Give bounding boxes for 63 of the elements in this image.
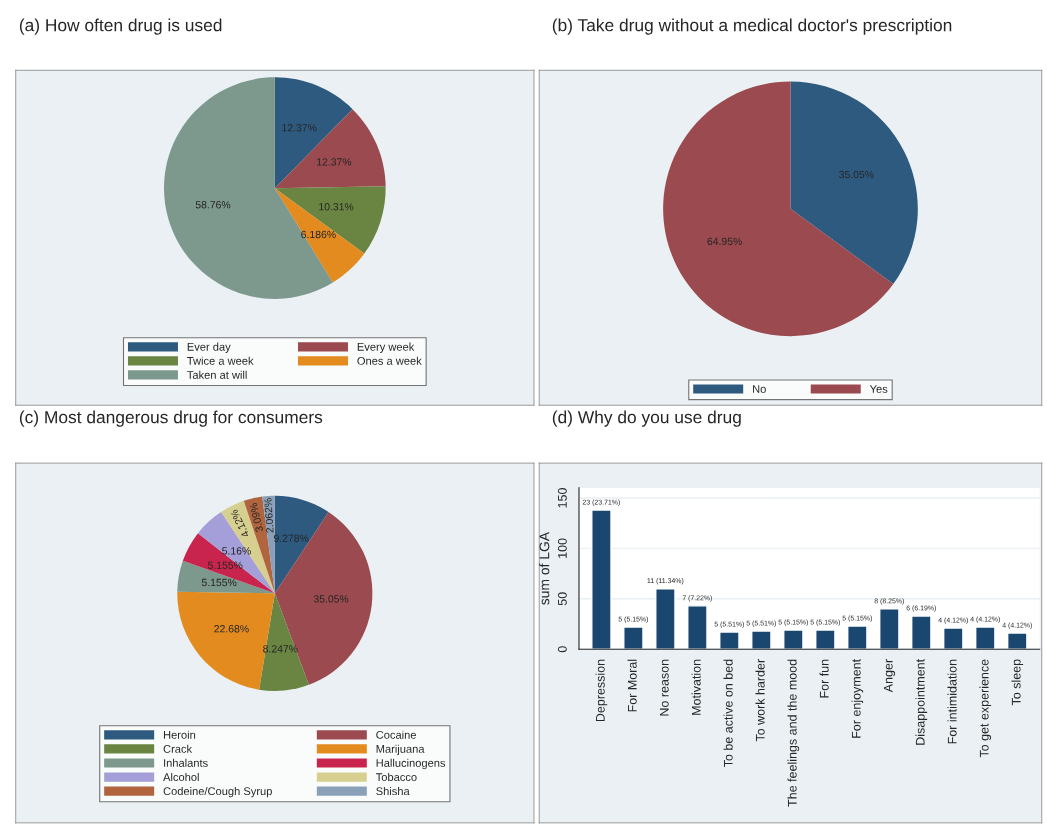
pie-slice	[274, 188, 365, 283]
legend-label: Ones a week	[357, 356, 422, 365]
pie-slice	[262, 495, 275, 594]
x-tick-label: The feelings and the mood	[787, 659, 800, 807]
pie-slice	[259, 593, 309, 691]
pie-slice	[663, 81, 894, 337]
legend-label: Crack	[163, 744, 193, 753]
data-label: 12.37%	[317, 158, 352, 166]
data-label: 4.12%	[230, 509, 250, 539]
x-tick-label: Depression	[595, 659, 608, 722]
x-tick-label: For intimidation	[947, 659, 957, 744]
x-tick-label: To work harder	[755, 659, 765, 742]
data-label: 5.16%	[222, 547, 251, 555]
x-tick-label: For fun	[819, 659, 829, 698]
legend-label: Shisha	[376, 786, 410, 796]
y-tick-label: 50	[557, 592, 567, 606]
y-axis-title: sum of LGA	[539, 531, 550, 605]
x-tick-label: For Moral	[627, 659, 637, 712]
pie-slice	[274, 186, 386, 254]
legend-label: Hallucinogens	[376, 758, 446, 770]
y-tick-label: 150	[557, 488, 567, 508]
x-tick-label: Anger	[883, 659, 896, 693]
legend-label: Yes	[869, 385, 888, 393]
chart-title: (b) Take drug without a medical doctor's prescription	[552, 18, 952, 35]
data-label: 5.155%	[201, 578, 237, 587]
legend-label: Alcohol	[163, 772, 199, 782]
pie-slice	[790, 81, 918, 284]
chart-title: (c) Most dangerous drug for consumers	[19, 410, 323, 427]
data-label: 35.05%	[313, 595, 349, 603]
x-tick-label: For enjoyment	[851, 659, 864, 738]
legend-label: Inhalants	[164, 758, 208, 767]
data-label: 35.05%	[839, 170, 874, 179]
x-tick-label: No reason	[660, 659, 669, 716]
legend-label: Every week	[357, 342, 415, 353]
data-label: 58.76%	[195, 201, 231, 209]
x-tick-label: To be active on bed	[723, 659, 733, 768]
y-tick-label: 100	[557, 538, 567, 558]
legend-label: Marijuana	[376, 744, 425, 756]
x-tick-label: Motivation	[691, 659, 701, 715]
pie-slice	[274, 77, 353, 189]
legend-label: Ever day	[187, 342, 231, 353]
data-label: 10.31%	[319, 203, 354, 211]
pie-slice	[177, 560, 275, 594]
data-label: 2.062%	[264, 498, 274, 533]
x-tick-label: To get experience	[979, 659, 992, 758]
data-label: 12.37%	[282, 124, 317, 132]
legend-label: Tobacco	[375, 772, 417, 782]
x-tick-label: Disappointment	[915, 659, 928, 745]
x-tick-label: To sleep	[1011, 659, 1024, 706]
pie-slice	[274, 495, 329, 594]
legend-label: No	[753, 385, 766, 393]
legend-label: Codeine/Cough Syrup	[163, 786, 272, 798]
y-tick-label: 0	[557, 646, 567, 653]
data-label: 22.68%	[214, 625, 249, 633]
chart-title: (d) Why do you use drug	[552, 410, 741, 427]
legend-label: Taken at will	[187, 370, 247, 379]
legend-label: Heroin	[163, 730, 196, 739]
data-label: 64.95%	[707, 237, 742, 246]
legend-label: Cocaine	[376, 730, 416, 739]
pie-slice	[274, 109, 386, 189]
data-label: 3.09%	[249, 502, 264, 533]
legend-label: Twice a week	[187, 356, 254, 365]
chart-title: (a) How often drug is used	[19, 18, 222, 35]
